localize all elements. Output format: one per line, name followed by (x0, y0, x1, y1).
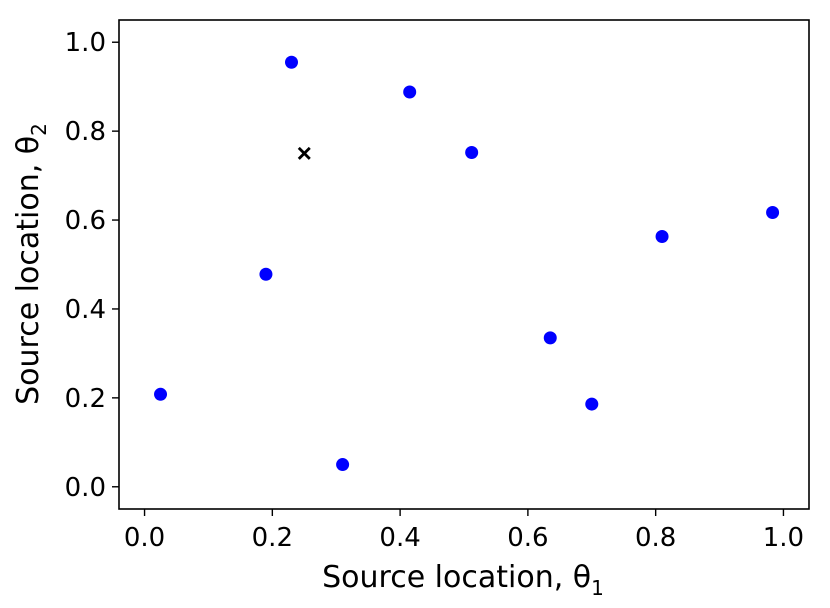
y-axis-label-text: Source location, θ (11, 136, 46, 405)
y-tick-label: 0.6 (65, 206, 106, 236)
y-axis-label-subscript: 2 (27, 123, 51, 136)
data-point (585, 397, 599, 411)
x-marker-stroke (297, 146, 311, 160)
data-point (543, 331, 557, 345)
y-tick-label: 0.4 (65, 295, 106, 325)
data-point (259, 267, 273, 281)
data-point (465, 145, 479, 159)
data-point (766, 205, 780, 219)
plot-frame (118, 19, 810, 510)
data-point (285, 55, 298, 69)
data-point (336, 458, 350, 472)
x-axis-label: Source location, θ1 (322, 560, 604, 600)
plot-area (118, 19, 810, 510)
x-tick-label: 0.0 (124, 523, 165, 553)
x-axis-label-subscript: 1 (591, 576, 604, 600)
x-tick-label: 0.4 (379, 523, 420, 553)
data-point (154, 387, 168, 401)
x-axis-label-text: Source location, θ (322, 560, 591, 595)
x-tick-label: 1.0 (763, 523, 804, 553)
y-tick-label: 1.0 (65, 28, 106, 58)
x-tick-label: 0.6 (507, 523, 548, 553)
x-axis-ticks: 0.0 0.2 0.4 0.6 0.8 1.0 (124, 509, 804, 553)
x-marker (297, 146, 311, 160)
data-points (154, 55, 780, 472)
y-tick-label: 0.0 (65, 473, 106, 503)
y-axis-ticks: 0.0 0.2 0.4 0.6 0.8 1.0 (65, 28, 119, 503)
y-axis-label: Source location, θ2 (11, 123, 51, 405)
data-point (655, 229, 669, 243)
x-tick-label: 0.8 (635, 523, 676, 553)
y-tick-label: 0.2 (65, 384, 106, 414)
y-tick-label: 0.8 (65, 117, 106, 147)
x-tick-label: 0.2 (252, 523, 293, 553)
data-point (403, 85, 417, 99)
